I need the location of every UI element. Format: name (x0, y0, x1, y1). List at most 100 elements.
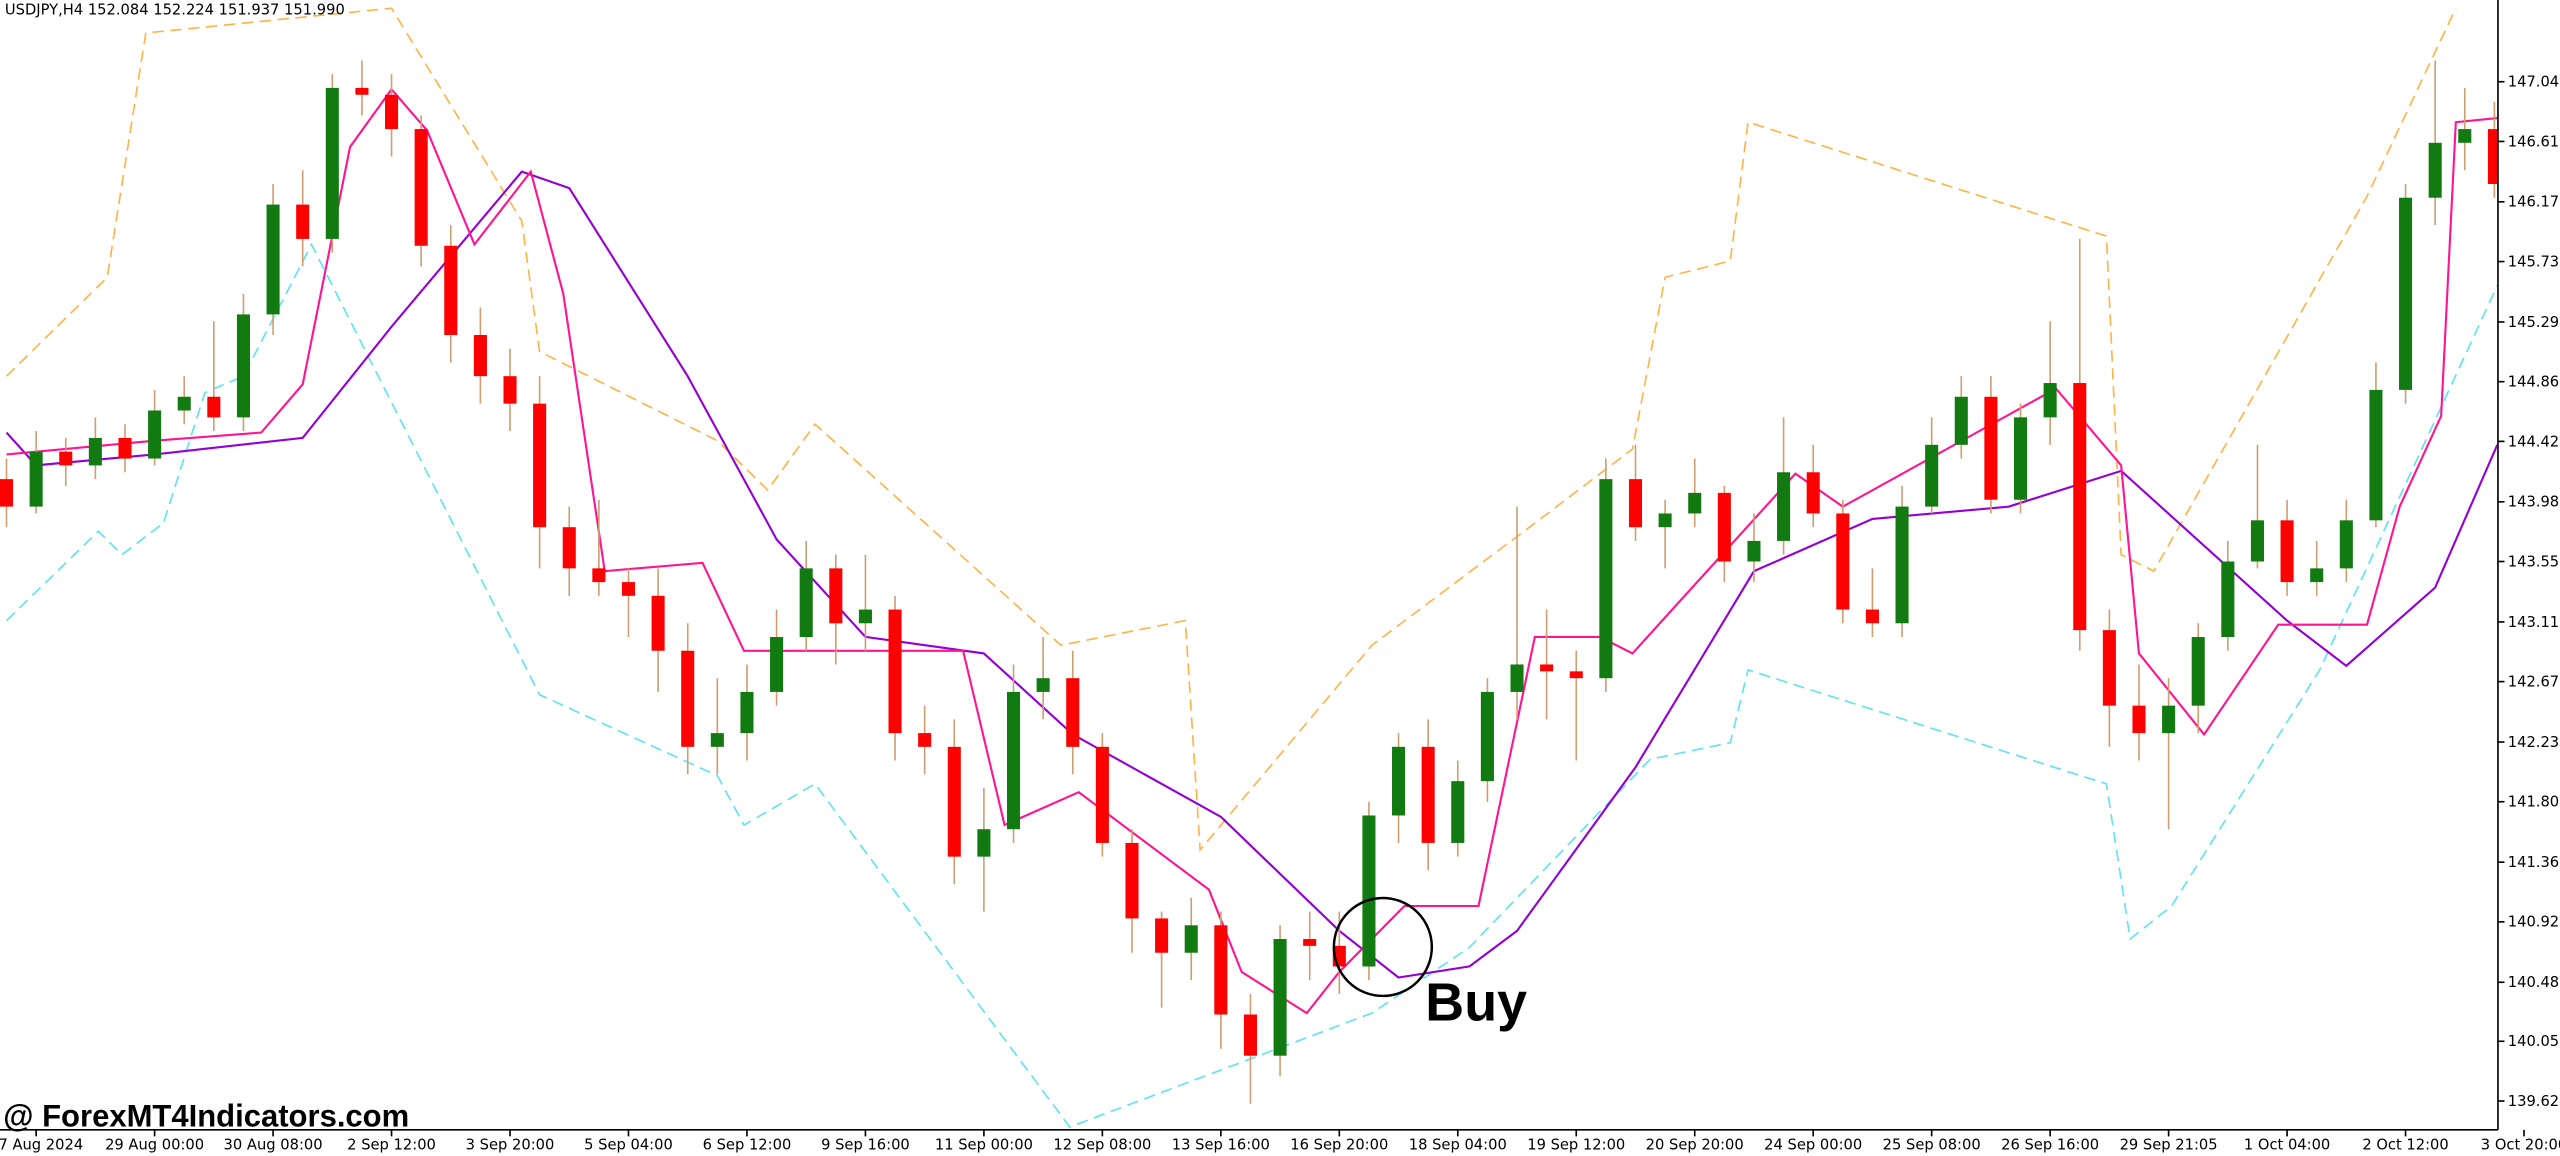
candle-body (1895, 506, 1909, 624)
x-tick-label: 6 Sep 12:00 (703, 1136, 792, 1153)
candle-body (296, 204, 310, 239)
y-tick-label: 143.550 (2508, 553, 2560, 570)
y-tick-label: 143.110 (2508, 614, 2560, 631)
candle-body (1066, 678, 1080, 747)
candle-body (414, 129, 428, 246)
indicator-line (5, 170, 2498, 979)
signal-circle (1332, 896, 1434, 998)
x-tick-label: 18 Sep 04:00 (1409, 1136, 1507, 1153)
y-tick-label: 140.925 (2508, 914, 2560, 931)
y-tick-label: 146.610 (2508, 133, 2560, 150)
x-tick-label: 2 Sep 12:00 (347, 1136, 436, 1153)
y-tick-label: 144.860 (2508, 374, 2560, 391)
candle-body (770, 637, 784, 692)
candle-body (1036, 678, 1050, 692)
candle-body (1599, 479, 1613, 679)
candle-body (2369, 389, 2383, 521)
x-tick-label: 9 Sep 16:00 (821, 1136, 910, 1153)
x-tick-label: 25 Sep 08:00 (1883, 1136, 1981, 1153)
candle-body (829, 568, 843, 624)
candle-body (888, 609, 902, 734)
candle-body (1925, 444, 1939, 507)
candle-body (1688, 492, 1702, 514)
candle-body (740, 691, 754, 734)
x-tick-label: 3 Sep 20:00 (466, 1136, 555, 1153)
candle-body (1243, 1014, 1257, 1056)
candle-body (1125, 842, 1139, 919)
candle-body (2043, 383, 2057, 418)
x-tick-label: 2 Oct 12:00 (2362, 1136, 2448, 1153)
candle-body (118, 437, 132, 459)
candle-body (236, 314, 250, 418)
candle-body (2073, 383, 2087, 631)
y-tick-label: 140.055 (2508, 1033, 2560, 1050)
candle-body (1777, 472, 1791, 541)
x-tick-label: 26 Sep 16:00 (2001, 1136, 2099, 1153)
candle-body (1392, 746, 1406, 816)
candle-body (473, 334, 487, 377)
candle-body (1806, 472, 1820, 514)
y-tick-label: 140.485 (2508, 974, 2560, 991)
candle-body (2339, 520, 2353, 569)
candle-body (2162, 705, 2176, 734)
candle-body (2487, 129, 2498, 184)
candle-body (977, 829, 991, 857)
candle-body (1095, 746, 1109, 843)
candle-body (2250, 520, 2264, 562)
candle-body (503, 376, 517, 404)
candle-body (0, 479, 14, 507)
y-tick-label: 139.620 (2508, 1093, 2560, 1110)
indicator-line (5, 7, 2457, 852)
candle-body (2191, 637, 2205, 706)
candle-body (1480, 691, 1494, 782)
y-tick-label: 141.800 (2508, 794, 2560, 811)
candle-body (1273, 939, 1287, 1056)
x-tick-label: 11 Sep 00:00 (935, 1136, 1033, 1153)
y-tick-label: 144.425 (2508, 433, 2560, 450)
candle-body (1006, 691, 1021, 830)
x-tick-label: 24 Sep 00:00 (1764, 1136, 1862, 1153)
candle-body (325, 87, 339, 239)
candle-body (710, 733, 724, 747)
x-tick-label: 19 Sep 12:00 (1527, 1136, 1625, 1153)
candle-body (207, 396, 221, 418)
chart-title: USDJPY,H4 152.084 152.224 151.937 151.99… (5, 2, 345, 19)
watermark: @ ForexMT4Indicators.com (3, 1099, 409, 1134)
candle-body (1540, 664, 1554, 672)
candle-body (88, 437, 102, 466)
candle-body (2280, 520, 2294, 583)
candle-body (918, 733, 932, 747)
candle-body (858, 609, 872, 624)
candle-body (355, 87, 369, 95)
x-tick-label: 27 Aug 2024 (0, 1136, 83, 1153)
candle-body (533, 403, 547, 528)
plot-area (0, 7, 2498, 1129)
y-tick-label: 143.985 (2508, 494, 2560, 511)
x-tick-label: 16 Sep 20:00 (1290, 1136, 1388, 1153)
x-tick-label: 5 Sep 04:00 (584, 1136, 673, 1153)
y-tick-label: 142.675 (2508, 674, 2560, 691)
x-tick-label: 13 Sep 16:00 (1172, 1136, 1270, 1153)
candle-body (2458, 129, 2472, 143)
candle-body (1421, 746, 1435, 843)
candle-body (1184, 925, 1198, 953)
candle-body (947, 746, 961, 857)
x-tick-label: 12 Sep 08:00 (1053, 1136, 1151, 1153)
candle-body (59, 451, 73, 466)
x-tick-label: 30 Aug 08:00 (224, 1136, 323, 1153)
x-tick-label: 1 Oct 04:00 (2244, 1136, 2330, 1153)
candle-body (1717, 492, 1731, 562)
candle-body (385, 94, 399, 130)
candle-body (1747, 540, 1761, 562)
candle-body (1836, 513, 1850, 610)
candle-body (799, 568, 813, 638)
candle-body (1628, 479, 1643, 528)
candle-body (29, 451, 43, 507)
candle-body (592, 568, 606, 583)
candle-body (2399, 197, 2413, 390)
candle-body (1984, 396, 1998, 500)
x-tick-label: 20 Sep 20:00 (1646, 1136, 1744, 1153)
x-tick-label: 29 Aug 00:00 (105, 1136, 204, 1153)
candle-body (2132, 705, 2146, 734)
